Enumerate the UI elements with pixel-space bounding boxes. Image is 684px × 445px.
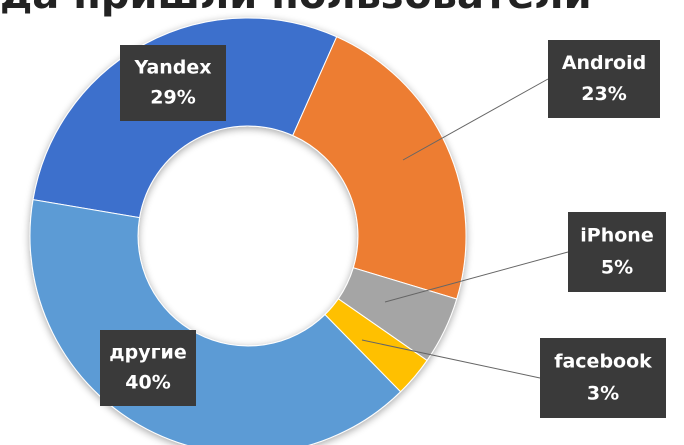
label-box: [540, 338, 666, 418]
category-label: iPhone: [580, 225, 653, 247]
category-label: Android: [562, 52, 646, 74]
category-label: другие: [109, 341, 186, 363]
label-box: [100, 330, 196, 406]
label-box: [548, 40, 660, 118]
leader-line: [361, 339, 541, 379]
value-label: 5%: [601, 257, 633, 279]
label-box: [568, 212, 666, 292]
category-label: facebook: [554, 351, 652, 373]
labels: Yandex 29% Android 23% iPhone 5% facebook 3% дру…: [100, 40, 666, 418]
leader-line: [384, 251, 569, 303]
chart-title: да пришли пользователи: [0, 0, 592, 18]
donut-slice: [292, 36, 467, 300]
value-label: 40%: [125, 372, 170, 394]
donut: [29, 17, 467, 445]
value-label: 29%: [150, 87, 195, 109]
leader-line: [402, 78, 549, 161]
label-box: [120, 45, 226, 121]
value-label: 23%: [581, 83, 626, 105]
category-label: Yandex: [133, 56, 211, 78]
value-label: 3%: [587, 383, 619, 405]
